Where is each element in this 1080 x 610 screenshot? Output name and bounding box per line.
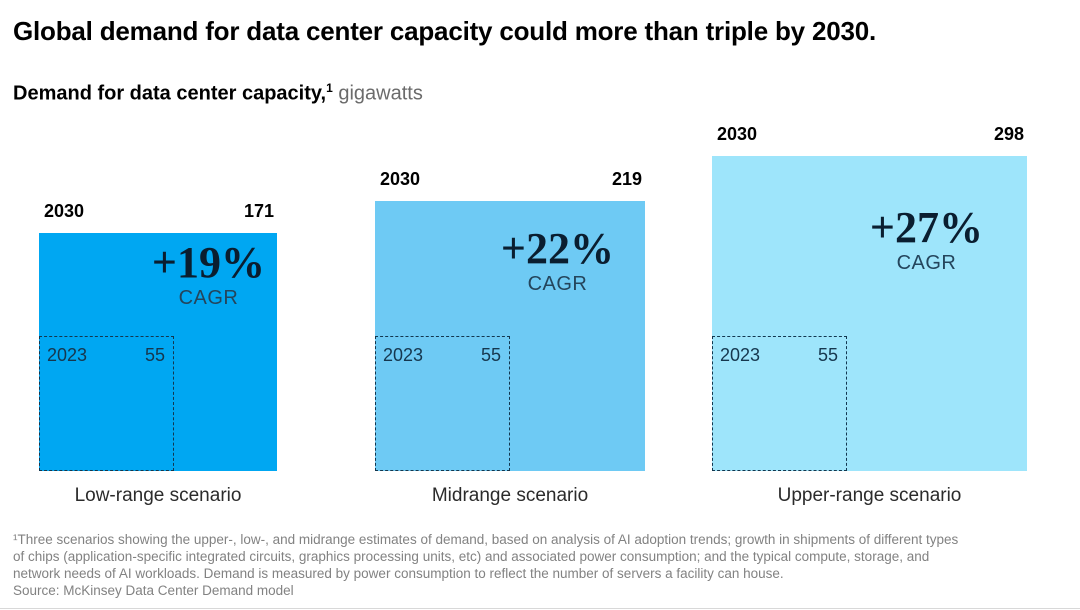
base-value-label-upper: 55 [817,345,838,365]
square-2023-mid: 2023 55 [375,336,510,471]
value-row-upper: 2030 298 [712,124,1027,145]
footnote-line-3: network needs of AI workloads. Demand is… [13,566,784,581]
footnote-source: Source: McKinsey Data Center Demand mode… [13,583,294,598]
year-label-low: 2030 [44,201,85,221]
inner-row-low: 2023 55 [40,337,173,366]
scenario-label-upper: Upper-range scenario [777,485,962,506]
chart-unit-label: gigawatts [332,82,423,105]
square-2030-mid: +22% CAGR 2023 55 [375,201,645,471]
value-row-low: 2030 171 [39,201,277,222]
base-value-label-low: 55 [144,345,165,365]
square-2030-low: +19% CAGR 2023 55 [39,233,277,471]
cagr-block-upper: +27% CAGR [870,206,983,275]
base-year-label-mid: 2023 [383,345,424,365]
footnote-line-1: ¹Three scenarios showing the upper-, low… [13,532,959,547]
value-label-low: 171 [243,201,274,221]
value-row-mid: 2030 219 [375,169,645,190]
square-2023-upper: 2023 55 [712,336,847,471]
footnote-line-2: of chips (application-specific integrate… [13,549,930,564]
cagr-block-mid: +22% CAGR [501,227,614,296]
scenario-label-low: Low-range scenario [74,485,242,506]
square-2023-low: 2023 55 [39,336,174,471]
footnote: ¹Three scenarios showing the upper-, low… [13,531,1071,599]
inner-row-upper: 2023 55 [713,337,846,366]
scenario-label-mid: Midrange scenario [431,485,589,506]
base-year-label-low: 2023 [47,345,88,365]
cagr-percent-upper: +27% [869,203,983,252]
year-label-upper: 2030 [717,124,758,144]
cagr-block-low: +19% CAGR [152,241,265,310]
cagr-percent-mid: +22% [500,224,614,273]
value-label-mid: 219 [611,169,642,189]
base-year-label-upper: 2023 [720,345,761,365]
base-value-label-mid: 55 [480,345,501,365]
cagr-label-upper: CAGR [896,252,957,274]
footnote-marker: 1 [326,81,333,95]
cagr-label-low: CAGR [178,287,239,309]
chart-subtitle-bold: Demand for data center capacity, [13,82,327,105]
value-label-upper: 298 [993,124,1024,144]
cagr-label-mid: CAGR [527,273,588,295]
square-2030-upper: +27% CAGR 2023 55 [712,156,1027,471]
page-title: Global demand for data center capacity c… [13,16,877,46]
chart-subtitle: Demand for data center capacity,1 gigawa… [13,81,423,106]
bottom-divider [0,608,1080,609]
inner-row-mid: 2023 55 [376,337,509,366]
cagr-percent-low: +19% [151,238,265,287]
year-label-mid: 2030 [380,169,421,189]
